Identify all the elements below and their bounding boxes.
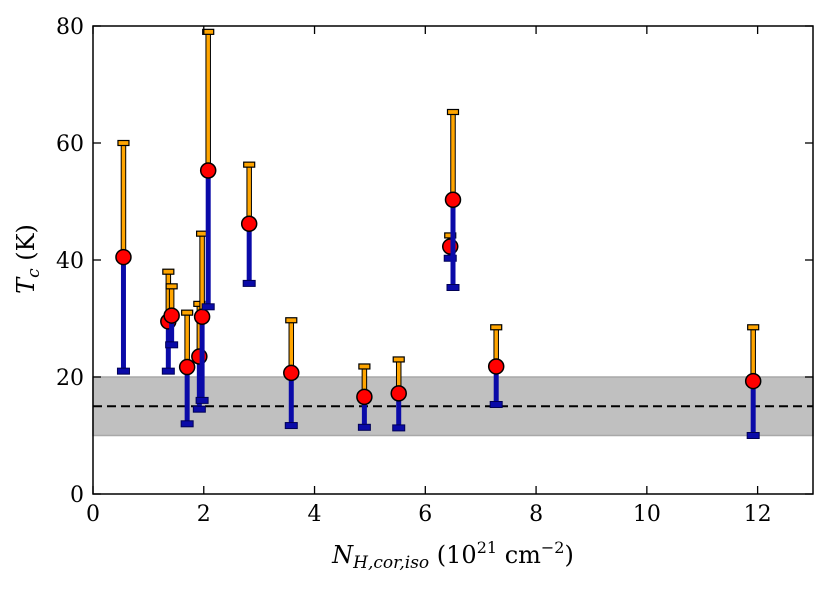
point-marker xyxy=(240,215,258,232)
upper-error-cap xyxy=(162,268,175,275)
point-marker xyxy=(390,385,407,402)
plot-frame xyxy=(92,25,814,495)
lower-error-cap xyxy=(195,396,209,404)
lower-error-cap xyxy=(180,420,194,428)
lower-error-cap xyxy=(489,400,503,408)
x-axis-label: NH,cor,iso (1021 cm−2) xyxy=(331,538,574,573)
x-label-unit-mid: cm xyxy=(497,541,541,569)
point-marker xyxy=(487,358,505,375)
data-point xyxy=(178,309,196,428)
data-point xyxy=(163,283,180,349)
x-label-unit-exponent: 21 xyxy=(477,538,497,557)
data-point xyxy=(744,324,762,439)
upper-error-cap xyxy=(202,28,215,35)
upper-error-cap xyxy=(181,309,194,316)
y-label-unit: (K) xyxy=(12,224,40,268)
lower-error-cap xyxy=(165,341,179,349)
y-label-subscript: c xyxy=(24,268,44,278)
x-label-subscript: H,cor,iso xyxy=(352,553,429,573)
data-point xyxy=(240,161,258,287)
point-marker xyxy=(193,308,211,325)
upper-error-cap xyxy=(392,356,405,363)
data-point xyxy=(487,324,505,408)
data-point xyxy=(115,139,132,375)
point-marker xyxy=(115,248,132,266)
data-point xyxy=(441,232,459,262)
x-tick-label: 6 xyxy=(418,502,432,527)
x-tick-label: 2 xyxy=(197,502,211,527)
upper-error-cap xyxy=(117,139,130,147)
upper-error-cap xyxy=(446,108,460,116)
lower-error-cap xyxy=(446,283,460,291)
y-tick-label: 20 xyxy=(56,366,84,391)
y-tick-label: 40 xyxy=(56,249,84,274)
lower-error-cap xyxy=(392,424,406,432)
x-tick-label: 8 xyxy=(529,502,543,527)
upper-error-cap xyxy=(243,161,256,168)
upper-error-cap xyxy=(285,317,298,324)
point-marker xyxy=(163,307,180,324)
lower-error-cap xyxy=(116,367,130,375)
lower-error-cap xyxy=(192,405,206,413)
x-label-unit-suffix: ) xyxy=(564,541,573,569)
data-point xyxy=(444,108,462,291)
data-point xyxy=(356,363,373,431)
x-tick-label: 4 xyxy=(308,502,322,527)
x-label-symbol: N xyxy=(331,541,354,569)
lower-error-cap xyxy=(242,279,256,287)
x-tick-label: 0 xyxy=(86,502,100,527)
upper-error-cap xyxy=(165,283,178,290)
data-point xyxy=(193,230,211,404)
point-marker xyxy=(744,372,762,390)
point-marker xyxy=(283,364,300,382)
point-marker xyxy=(356,388,373,406)
x-tick-label: 12 xyxy=(744,502,772,527)
data-point xyxy=(390,356,407,432)
lower-error-cap xyxy=(357,423,371,431)
lower-error-cap xyxy=(284,422,298,430)
lower-error-cap xyxy=(201,303,215,311)
lower-error-cap xyxy=(161,367,175,375)
point-marker xyxy=(199,162,217,179)
upper-error-cap xyxy=(444,232,457,239)
y-tick-label: 0 xyxy=(70,483,84,508)
x-label-unit-exponent-2: −2 xyxy=(541,538,565,557)
upper-error-cap xyxy=(358,363,371,370)
y-tick-label: 80 xyxy=(56,15,84,40)
data-point xyxy=(283,317,300,430)
y-label-symbol: T xyxy=(12,276,40,294)
y-axis-label: Tc (K) xyxy=(12,224,44,294)
lower-error-cap xyxy=(443,254,457,262)
lower-error-cap xyxy=(746,432,760,439)
upper-error-cap xyxy=(490,324,503,331)
x-label-unit-prefix: (10 xyxy=(429,541,477,569)
data-point xyxy=(199,28,217,311)
upper-error-cap xyxy=(747,324,760,331)
point-marker xyxy=(178,358,196,376)
plot-area xyxy=(92,28,814,439)
y-tick-label: 60 xyxy=(56,132,84,157)
axes: 0 2 4 6 8 10 12 0 20 40 60 80 xyxy=(56,15,814,527)
x-tick-label: 10 xyxy=(633,502,661,527)
point-marker xyxy=(444,191,462,208)
